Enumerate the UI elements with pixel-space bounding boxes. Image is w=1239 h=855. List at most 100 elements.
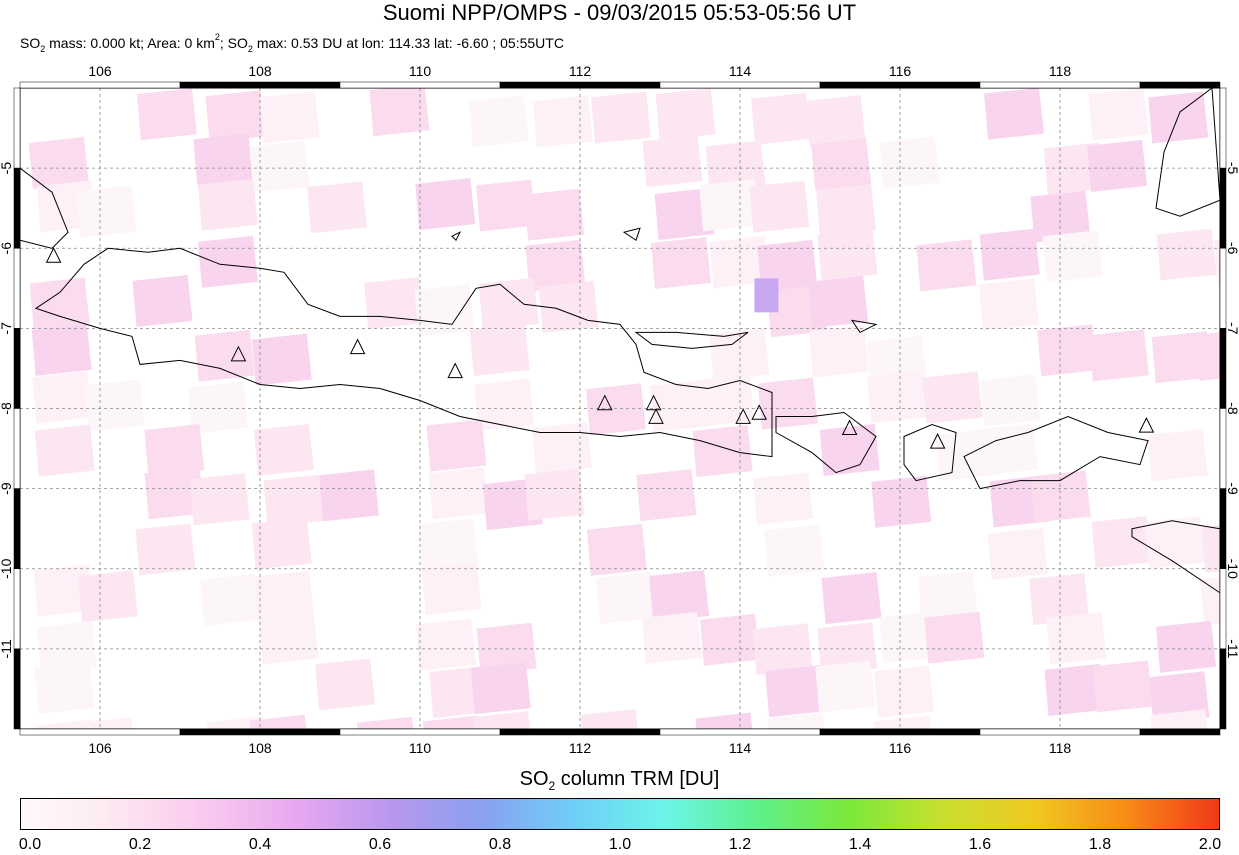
frame-lat-bar <box>1219 87 1227 169</box>
so2-pixel <box>816 184 877 237</box>
so2-pixel <box>258 612 319 665</box>
so2-pixel <box>28 136 89 189</box>
so2-pixel <box>205 90 266 143</box>
lon-tick-label-top: 112 <box>569 63 592 79</box>
so2-pixel <box>77 570 138 623</box>
frame-lat-bar <box>13 648 21 730</box>
frame-lon-bar <box>659 81 821 89</box>
so2-pixel <box>1150 709 1208 729</box>
so2-pixel <box>595 571 656 624</box>
so2-pixel <box>1088 329 1149 382</box>
volcano-icon <box>596 394 613 411</box>
gridlines <box>20 88 1220 729</box>
so2-pixel <box>871 475 932 528</box>
so2-pixel <box>1149 671 1210 724</box>
so2-pixel <box>259 91 320 144</box>
frame-lat-bar <box>13 328 21 409</box>
so2-pixel <box>654 188 715 241</box>
so2-pixel <box>144 424 205 477</box>
coastline <box>634 331 749 349</box>
colorbar-tick-label: 2.0 <box>1198 836 1222 853</box>
frame-lon-bar <box>1139 728 1221 736</box>
so2-pixel <box>805 94 866 147</box>
so2-pixel <box>469 95 530 148</box>
volcano-icon <box>447 362 464 379</box>
so2-pixel <box>1151 331 1212 384</box>
so2-pixel <box>132 274 193 327</box>
so2-pixel <box>874 715 931 729</box>
frame-lat-bar <box>13 167 21 249</box>
so2-pixel <box>642 135 703 188</box>
so2-pixel <box>917 570 978 623</box>
so2-pixel <box>207 716 264 729</box>
so2-pixel <box>414 284 475 337</box>
lat-tick-label-left: -7 <box>0 322 14 335</box>
so2-pixel <box>470 662 531 715</box>
colorbar-tick-label: 1.0 <box>608 836 632 853</box>
so2-pixel <box>765 665 826 718</box>
volcano-icon <box>45 247 62 263</box>
coastline <box>1155 88 1220 217</box>
so2-pixel <box>415 178 476 231</box>
so2-pixel <box>193 133 254 186</box>
so2-pixel <box>753 472 814 525</box>
lon-tick-label-bottom: 106 <box>88 740 112 756</box>
so2-pixel <box>757 377 818 430</box>
frame-lat-bar <box>1219 568 1227 650</box>
so2-pixel <box>987 527 1048 580</box>
frame-lat-bar <box>1219 167 1227 249</box>
volcano-icon <box>645 394 662 411</box>
frame-lat-bar <box>1219 328 1227 409</box>
coastline <box>1131 520 1220 594</box>
map-frame <box>13 81 1227 736</box>
colorbar <box>20 798 1220 830</box>
so2-pixel <box>699 179 760 232</box>
frame-lon-bar <box>819 81 981 89</box>
so2-pixel <box>874 665 935 718</box>
so2-pixel <box>980 374 1041 427</box>
so2-pixel <box>200 573 261 626</box>
so2-pixel <box>428 467 489 520</box>
so2-pixel <box>1144 516 1205 569</box>
lat-tick-label-right: -10 <box>1225 559 1239 579</box>
map-subtitle: SO2 mass: 0.000 kt; Area: 0 km2; SO2 max… <box>20 32 564 54</box>
so2-pixel <box>821 572 882 625</box>
so2-pixel <box>538 280 599 333</box>
so2-pixel <box>421 562 482 615</box>
so2-pixel <box>32 371 93 424</box>
map-title: Suomi NPP/OMPS - 09/03/2015 05:53-05:56 … <box>382 0 857 25</box>
lon-tick-label-bottom: 112 <box>569 740 592 756</box>
so2-pixel <box>197 235 258 288</box>
frame-lon-bar <box>1139 81 1221 89</box>
so2-pixel <box>36 621 97 674</box>
coastline <box>451 231 462 242</box>
so2-pixel <box>531 421 592 474</box>
lat-tick-label-left: -9 <box>0 482 14 495</box>
so2-pixel-layer <box>28 88 1220 729</box>
so2-pixel <box>1037 324 1098 377</box>
so2-pixel <box>418 518 479 571</box>
so2-pixel <box>1030 190 1091 243</box>
colorbar-tick-label: 0.4 <box>248 836 272 853</box>
so2-pixel <box>1156 620 1217 673</box>
so2-pixel <box>1091 516 1152 569</box>
so2-pixel <box>694 374 755 427</box>
so2-max-pixel <box>754 278 779 313</box>
so2-pixel <box>585 383 646 436</box>
axis-tick-labels: 106 106 108 108 110 110 112 112 114 114 116 116 118 1… <box>0 63 1239 756</box>
so2-pixel <box>651 236 712 289</box>
lon-tick-label-top: 110 <box>409 63 432 79</box>
lat-tick-label-right: -7 <box>1225 322 1239 335</box>
lat-tick-label-left: -6 <box>0 242 14 255</box>
lat-tick-label-right: -11 <box>1225 639 1239 658</box>
lat-tick-label-left: -8 <box>0 402 14 415</box>
so2-pixel <box>649 379 710 432</box>
so2-pixel <box>249 140 310 193</box>
so2-pixel <box>84 379 145 432</box>
so2-pixel <box>318 469 379 522</box>
coastline <box>20 167 69 249</box>
so2-pixel <box>819 424 880 477</box>
so2-pixel <box>34 661 95 714</box>
frame-lat-bar <box>13 568 21 650</box>
